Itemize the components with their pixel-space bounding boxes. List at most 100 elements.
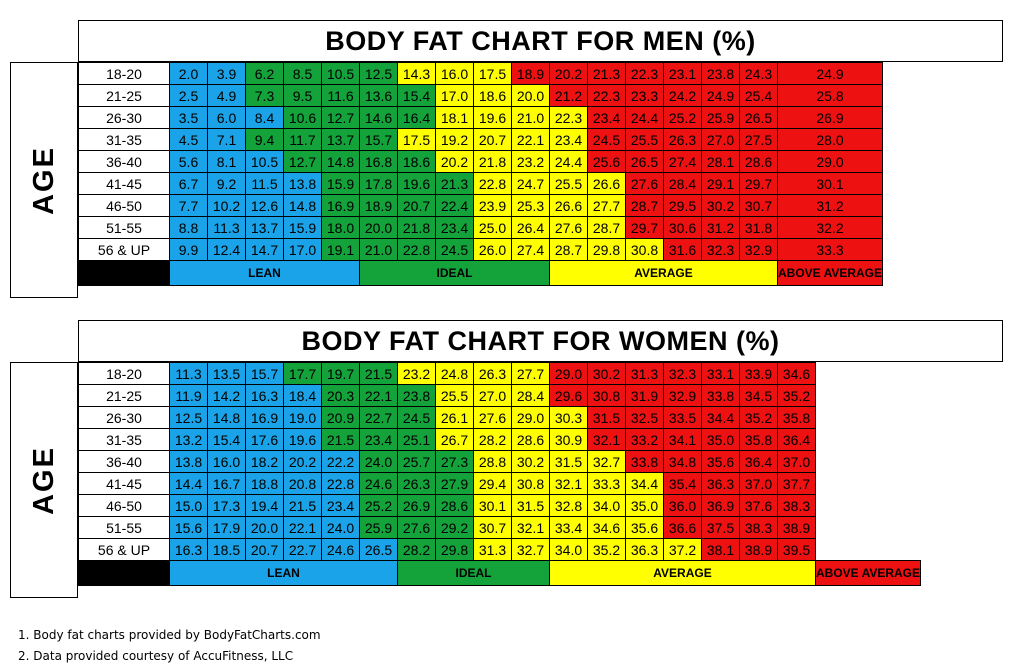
- body-fat-value-cell: 3.5: [169, 106, 208, 129]
- body-fat-value-cell: 22.1: [283, 516, 322, 539]
- body-fat-value-cell: 31.8: [739, 216, 778, 239]
- category-ideal: IDEAL: [397, 560, 550, 586]
- body-fat-value-cell: 28.7: [587, 216, 626, 239]
- body-fat-value-cell: 29.4: [473, 472, 512, 495]
- body-fat-value-cell: 14.6: [359, 106, 398, 129]
- body-fat-value-cell: 26.6: [549, 194, 588, 217]
- body-fat-value-cell: 33.8: [625, 450, 664, 473]
- body-fat-value-cell: 34.5: [739, 384, 778, 407]
- body-fat-value-cell: 25.1: [397, 428, 436, 451]
- body-fat-value-cell: 21.5: [321, 428, 360, 451]
- body-fat-value-cell: 32.3: [663, 362, 702, 385]
- body-fat-value-cell: 26.4: [511, 216, 550, 239]
- age-range-cell: 51-55: [78, 516, 170, 539]
- body-fat-value-cell: 6.2: [245, 62, 284, 85]
- body-fat-value-cell: 13.6: [359, 84, 398, 107]
- body-fat-value-cell: 5.6: [169, 150, 208, 173]
- body-fat-value-cell: 35.8: [739, 428, 778, 451]
- body-fat-value-cell: 30.1: [473, 494, 512, 517]
- body-fat-value-cell: 29.2: [435, 516, 474, 539]
- footnote: 2. Data provided courtesy of AccuFitness…: [18, 649, 294, 663]
- body-fat-value-cell: 19.6: [397, 172, 436, 195]
- body-fat-value-cell: 14.8: [321, 150, 360, 173]
- body-fat-value-cell: 22.1: [359, 384, 398, 407]
- body-fat-value-cell: 22.8: [397, 238, 436, 261]
- body-fat-value-cell: 36.3: [625, 538, 664, 561]
- body-fat-value-cell: 15.0: [169, 494, 208, 517]
- body-fat-value-cell: 17.6: [245, 428, 284, 451]
- table-row: 41-45 14.4 16.7 18.8 20.8 22.8 24.6 26.3 27.9 29.…: [78, 472, 921, 495]
- body-fat-value-cell: 36.3: [701, 472, 740, 495]
- body-fat-value-cell: 29.5: [663, 194, 702, 217]
- body-fat-value-cell: 31.2: [776, 194, 884, 217]
- body-fat-value-cell: 13.5: [207, 362, 246, 385]
- age-range-cell: 51-55: [78, 216, 170, 239]
- body-fat-value-cell: 12.6: [245, 194, 284, 217]
- body-fat-value-cell: 15.4: [397, 84, 436, 107]
- body-fat-value-cell: 28.0: [776, 128, 884, 151]
- body-fat-value-cell: 20.2: [435, 150, 474, 173]
- body-fat-value-cell: 27.7: [511, 362, 550, 385]
- body-fat-value-cell: 14.2: [207, 384, 246, 407]
- body-fat-value-cell: 26.6: [587, 172, 626, 195]
- body-fat-value-cell: 20.3: [321, 384, 360, 407]
- body-fat-value-cell: 35.0: [701, 428, 740, 451]
- body-fat-table: 18-20 11.3 13.5 15.7 17.7 19.7 21.5 23.2 24.8 26.…: [78, 362, 922, 586]
- body-fat-value-cell: 20.9: [321, 406, 360, 429]
- table-row: 36-40 5.6 8.1 10.5 12.7 14.8 16.8 18.6 20.2 21.8 2…: [78, 150, 884, 173]
- body-fat-value-cell: 23.4: [435, 216, 474, 239]
- body-fat-value-cell: 19.4: [245, 494, 284, 517]
- body-fat-value-cell: 26.1: [435, 406, 474, 429]
- body-fat-value-cell: 29.0: [776, 150, 884, 173]
- body-fat-value-cell: 15.7: [245, 362, 284, 385]
- body-fat-value-cell: 12.7: [321, 106, 360, 129]
- body-fat-value-cell: 17.5: [397, 128, 436, 151]
- body-fat-value-cell: 19.6: [283, 428, 322, 451]
- table-row: 41-45 6.7 9.2 11.5 13.8 15.9 17.8 19.6 21.3 22.8 2…: [78, 172, 884, 195]
- body-fat-value-cell: 20.8: [283, 472, 322, 495]
- body-fat-value-cell: 24.5: [397, 406, 436, 429]
- body-fat-value-cell: 20.0: [245, 516, 284, 539]
- body-fat-value-cell: 2.5: [169, 84, 208, 107]
- body-fat-value-cell: 38.3: [739, 516, 778, 539]
- body-fat-value-cell: 30.2: [587, 362, 626, 385]
- body-fat-value-cell: 28.6: [511, 428, 550, 451]
- body-fat-value-cell: 34.1: [663, 428, 702, 451]
- body-fat-value-cell: 12.4: [207, 238, 246, 261]
- body-fat-value-cell: 30.2: [701, 194, 740, 217]
- body-fat-value-cell: 35.2: [739, 406, 778, 429]
- body-fat-value-cell: 13.8: [283, 172, 322, 195]
- body-fat-value-cell: 36.0: [663, 494, 702, 517]
- category-legend-row: LEAN IDEAL AVERAGE ABOVE AVERAGE: [78, 560, 922, 586]
- body-fat-value-cell: 27.5: [739, 128, 778, 151]
- body-fat-value-cell: 26.0: [473, 238, 512, 261]
- body-fat-value-cell: 38.9: [777, 516, 816, 539]
- age-range-cell: 41-45: [78, 472, 170, 495]
- body-fat-value-cell: 30.1: [776, 172, 884, 195]
- body-fat-value-cell: 27.0: [473, 384, 512, 407]
- body-fat-value-cell: 21.5: [283, 494, 322, 517]
- body-fat-value-cell: 23.4: [587, 106, 626, 129]
- body-fat-value-cell: 28.2: [397, 538, 436, 561]
- body-fat-value-cell: 14.4: [169, 472, 208, 495]
- body-fat-value-cell: 14.7: [245, 238, 284, 261]
- body-fat-value-cell: 26.5: [359, 538, 398, 561]
- body-fat-value-cell: 34.4: [625, 472, 664, 495]
- body-fat-value-cell: 18.0: [321, 216, 360, 239]
- body-fat-value-cell: 25.9: [701, 106, 740, 129]
- body-fat-value-cell: 20.7: [245, 538, 284, 561]
- body-fat-value-cell: 22.3: [549, 106, 588, 129]
- table-row: 56 & UP 16.3 18.5 20.7 22.7 24.6 26.5 28.2 29.8 3…: [78, 538, 921, 561]
- body-fat-value-cell: 29.8: [587, 238, 626, 261]
- body-fat-value-cell: 31.3: [625, 362, 664, 385]
- body-fat-value-cell: 38.9: [739, 538, 778, 561]
- body-fat-value-cell: 23.2: [397, 362, 436, 385]
- body-fat-value-cell: 11.6: [321, 84, 360, 107]
- category-average: AVERAGE: [549, 560, 816, 586]
- body-fat-value-cell: 24.0: [359, 450, 398, 473]
- body-fat-value-cell: 22.1: [511, 128, 550, 151]
- body-fat-value-cell: 32.7: [587, 450, 626, 473]
- age-axis-label: AGE: [10, 362, 78, 598]
- body-fat-value-cell: 25.3: [511, 194, 550, 217]
- age-range-cell: 31-35: [78, 428, 170, 451]
